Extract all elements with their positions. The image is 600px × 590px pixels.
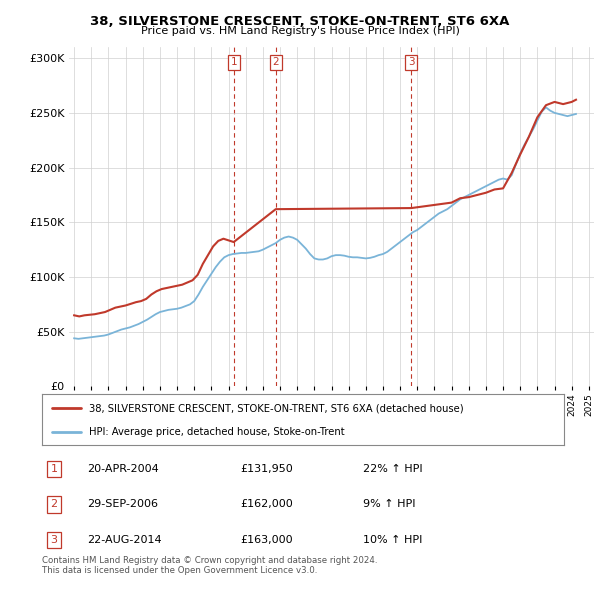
Text: 9% ↑ HPI: 9% ↑ HPI (363, 500, 415, 509)
Text: 2: 2 (50, 500, 58, 509)
Text: HPI: Average price, detached house, Stoke-on-Trent: HPI: Average price, detached house, Stok… (89, 428, 344, 437)
Text: 22-AUG-2014: 22-AUG-2014 (87, 535, 161, 545)
Text: Contains HM Land Registry data © Crown copyright and database right 2024.: Contains HM Land Registry data © Crown c… (42, 556, 377, 565)
Text: 20-APR-2004: 20-APR-2004 (87, 464, 159, 474)
Text: £162,000: £162,000 (240, 500, 293, 509)
Text: £163,000: £163,000 (240, 535, 293, 545)
Text: 1: 1 (50, 464, 58, 474)
Text: 38, SILVERSTONE CRESCENT, STOKE-ON-TRENT, ST6 6XA: 38, SILVERSTONE CRESCENT, STOKE-ON-TRENT… (91, 15, 509, 28)
Text: £131,950: £131,950 (240, 464, 293, 474)
Text: 3: 3 (50, 535, 58, 545)
Text: This data is licensed under the Open Government Licence v3.0.: This data is licensed under the Open Gov… (42, 566, 317, 575)
Text: Price paid vs. HM Land Registry's House Price Index (HPI): Price paid vs. HM Land Registry's House … (140, 26, 460, 36)
Text: 10% ↑ HPI: 10% ↑ HPI (363, 535, 422, 545)
Text: 1: 1 (230, 57, 237, 67)
Text: 3: 3 (408, 57, 415, 67)
Text: 38, SILVERSTONE CRESCENT, STOKE-ON-TRENT, ST6 6XA (detached house): 38, SILVERSTONE CRESCENT, STOKE-ON-TRENT… (89, 403, 464, 413)
Text: 29-SEP-2006: 29-SEP-2006 (87, 500, 158, 509)
Text: 22% ↑ HPI: 22% ↑ HPI (363, 464, 422, 474)
Text: 2: 2 (272, 57, 279, 67)
